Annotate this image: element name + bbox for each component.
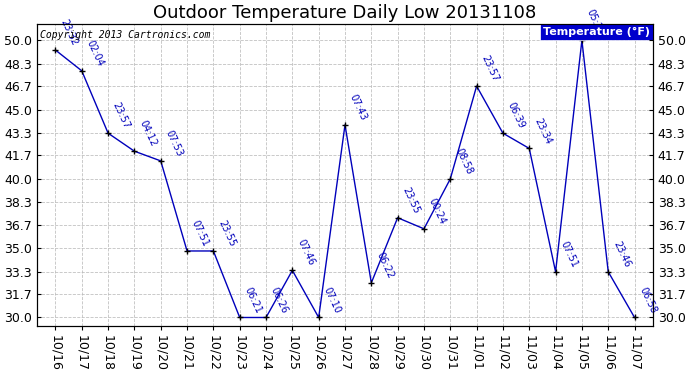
Title: Outdoor Temperature Daily Low 20131108: Outdoor Temperature Daily Low 20131108 [153, 4, 537, 22]
Text: Temperature (°F): Temperature (°F) [543, 27, 650, 37]
Text: 06:26: 06:26 [269, 285, 290, 315]
Text: 00:24: 00:24 [426, 196, 448, 226]
Text: 07:51: 07:51 [558, 239, 579, 269]
Text: 04:12: 04:12 [137, 119, 158, 148]
Text: 23:55: 23:55 [400, 185, 422, 215]
Text: 23:57: 23:57 [111, 101, 132, 130]
Text: 07:51: 07:51 [190, 219, 210, 248]
Text: 06:58: 06:58 [638, 285, 658, 315]
Text: 23:34: 23:34 [532, 116, 553, 146]
Text: 23:46: 23:46 [611, 240, 632, 269]
Text: 23:32: 23:32 [58, 18, 79, 47]
Text: 07:10: 07:10 [322, 285, 342, 315]
Text: 07:53: 07:53 [164, 129, 184, 158]
Text: 07:43: 07:43 [348, 93, 368, 122]
Text: 06:22: 06:22 [374, 251, 395, 280]
Text: 23:55: 23:55 [216, 219, 237, 248]
Text: 08:58: 08:58 [453, 147, 474, 176]
Text: 06:39: 06:39 [506, 101, 526, 130]
Text: 06:21: 06:21 [242, 285, 264, 315]
Text: Copyright 2013 Cartronics.com: Copyright 2013 Cartronics.com [40, 30, 210, 40]
Text: 23:57: 23:57 [480, 54, 500, 83]
Text: 07:46: 07:46 [295, 238, 316, 268]
Text: 05:17: 05:17 [584, 8, 606, 38]
Text: 02:04: 02:04 [85, 39, 106, 68]
